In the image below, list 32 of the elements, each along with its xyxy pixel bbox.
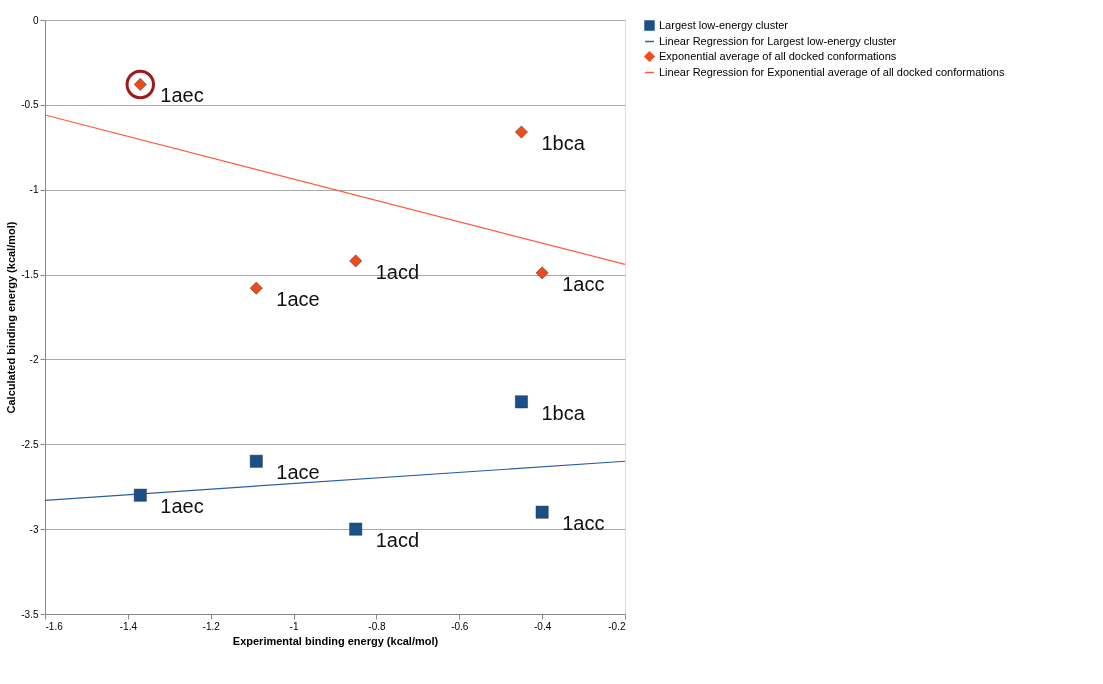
y-tick-label: -1 — [29, 184, 39, 196]
legend-label: Largest low-energy cluster — [659, 18, 789, 31]
y-tick-label: -1.5 — [21, 269, 39, 281]
annotation: 1bca — [541, 132, 586, 155]
annotation: 1acc — [562, 512, 605, 535]
x-tick-label: -0.2 — [608, 620, 626, 632]
x-tick-label: -0.4 — [534, 620, 552, 632]
y-axis-title: Calculated binding energy (kcal/mol) — [5, 221, 18, 414]
y-tick-label: -0.5 — [21, 99, 39, 111]
legend-label: Exponential average of all docked conformations — [659, 49, 897, 62]
y-tick-label: -2.5 — [21, 438, 39, 450]
annotation: 1acd — [375, 529, 420, 552]
x-tick-label: -1.2 — [202, 620, 221, 632]
annotation: 1aec — [160, 495, 204, 518]
y-tick-label: -2 — [29, 353, 39, 365]
annotation: 1ace — [276, 288, 320, 311]
y-tick-label: 0 — [32, 14, 39, 26]
x-tick-label: -1 — [289, 620, 299, 632]
legend-label: Linear Regression for Exponential average of all docked conformations — [659, 65, 1005, 78]
y-tick-label: -3 — [29, 523, 39, 535]
annotation: 1acc — [562, 272, 605, 295]
x-axis-title: Experimental binding energy (kcal/mol) — [232, 634, 439, 647]
x-tick-label: -1.4 — [119, 620, 138, 632]
x-tick-label: -0.6 — [451, 620, 469, 632]
y-tick-label: -3.5 — [21, 608, 39, 620]
x-tick-label: -0.8 — [368, 620, 386, 632]
annotation: 1acd — [375, 260, 420, 283]
x-tick-label: -1.6 — [45, 620, 64, 632]
annotation: 1ace — [276, 461, 320, 484]
legend-label: Linear Regression for Largest low-energy cluster — [659, 34, 897, 47]
annotation: 1aec — [160, 84, 204, 107]
annotation: 1bca — [541, 401, 586, 424]
